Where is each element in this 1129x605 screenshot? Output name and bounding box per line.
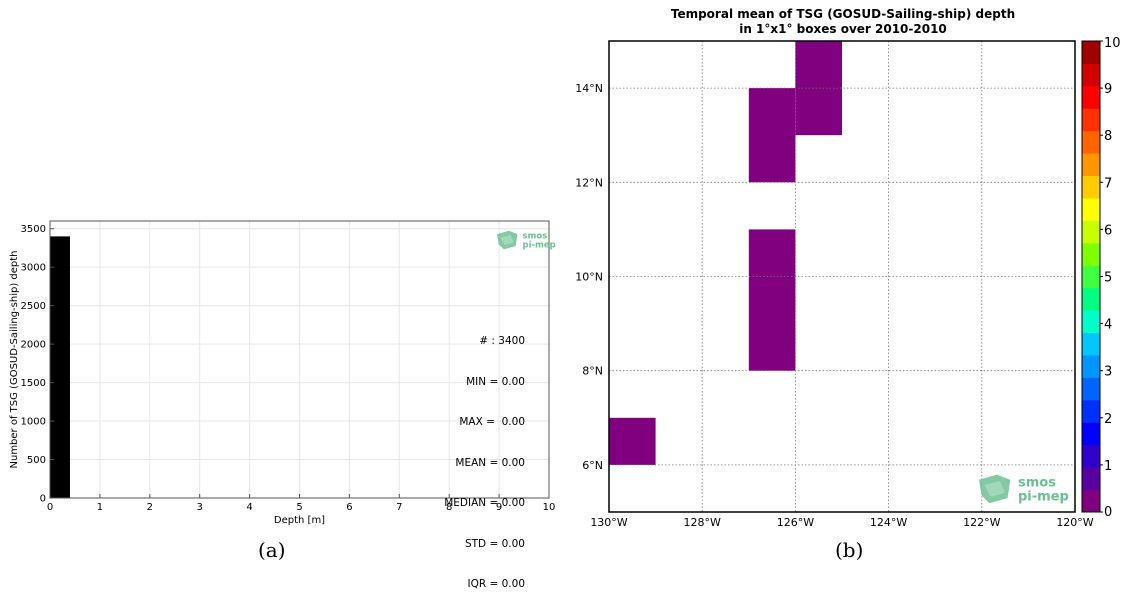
y-tick-label: 0 <box>40 494 46 505</box>
x-tick-label: 9 <box>496 502 502 513</box>
y-tick-label: 1500 <box>21 378 46 389</box>
colorbar-segment <box>1082 399 1100 423</box>
colorbar-segment <box>1082 355 1100 378</box>
colorbar-segment <box>1082 108 1100 132</box>
colorbar-segment <box>1082 242 1100 266</box>
x-axis-label: Depth [m] <box>274 515 325 526</box>
heatmap-cell <box>748 229 796 371</box>
histogram-bar <box>50 236 70 498</box>
x-tick-label: 8 <box>446 502 452 513</box>
lon-tick-label: 130°W <box>590 516 627 529</box>
map-frame <box>608 40 1076 513</box>
chart-title: Temporal mean of TSG (GOSUD-Sailing-ship… <box>671 7 1015 21</box>
colorbar-tick-label: 7 <box>1104 176 1112 191</box>
colorbar-segment <box>1082 130 1100 154</box>
colorbar-segment <box>1082 220 1100 244</box>
lat-tick-label: 10°N <box>575 271 603 284</box>
caption-a: (a) <box>258 538 286 562</box>
colorbar-segment <box>1082 287 1100 311</box>
stat-std: STD = 0.00 <box>464 537 525 550</box>
x-tick-label: 0 <box>47 502 53 513</box>
logo-text-bottom: pi-mep <box>523 241 556 251</box>
lat-tick-label: 8°N <box>582 365 603 378</box>
logo-mark-highlight <box>500 234 514 246</box>
x-tick-label: 3 <box>197 502 203 513</box>
lon-tick-label: 122°W <box>963 516 1000 529</box>
x-tick-label: 10 <box>543 502 556 513</box>
colorbar-segment <box>1082 265 1100 289</box>
colorbar-segment <box>1082 422 1100 446</box>
colorbar-segment <box>1082 489 1100 513</box>
logo-mark-highlight <box>984 481 1005 497</box>
lon-tick-label: 120°W <box>1056 516 1093 529</box>
x-tick-label: 5 <box>296 502 302 513</box>
colorbar-segment <box>1082 175 1100 199</box>
colorbar-tick-label: 3 <box>1104 365 1112 380</box>
lat-tick-label: 6°N <box>582 459 603 472</box>
colorbar-segment <box>1082 377 1100 401</box>
x-tick-label: 2 <box>147 502 153 513</box>
colorbar-tick-label: 0 <box>1104 505 1112 520</box>
colorbar-segment <box>1082 332 1100 356</box>
stat-count: # : 3400 <box>479 335 525 347</box>
colorbar-segment <box>1082 63 1100 87</box>
x-tick-label: 7 <box>396 502 402 513</box>
colorbar-tick-label: 9 <box>1104 82 1112 97</box>
colorbar-segment <box>1082 198 1100 221</box>
colorbar-tick-label: 6 <box>1104 223 1112 238</box>
colorbar-tick-label: 8 <box>1104 129 1112 144</box>
lon-tick-label: 126°W <box>777 516 814 529</box>
logo-text-top: smos <box>1018 475 1056 490</box>
lon-tick-label: 124°W <box>870 516 907 529</box>
x-tick-label: 6 <box>346 502 352 513</box>
x-tick-label: 4 <box>246 502 252 513</box>
chart-subtitle: in 1°x1° boxes over 2010-2010 <box>739 22 947 36</box>
lon-tick-label: 128°W <box>684 516 721 529</box>
colorbar-segment <box>1082 41 1100 64</box>
colorbar-segment <box>1082 467 1100 491</box>
x-tick-label: 1 <box>97 502 103 513</box>
stat-median: MEDIAN = 0.00 <box>444 497 525 509</box>
colorbar-segment <box>1082 85 1100 109</box>
y-tick-label: 3500 <box>21 224 46 235</box>
colorbar-tick-label: 4 <box>1104 318 1112 333</box>
stat-min: MIN = 0.00 <box>466 375 525 388</box>
logo-text-bottom: pi-mep <box>1018 490 1069 505</box>
histogram-chart: 0 1 2 3 4 5 6 7 8 9 10 0 500 1000 1500 2000 2500 3000 3500… <box>9 220 556 526</box>
stat-mean: MEAN = 0.00 <box>455 456 525 469</box>
heatmap-cell <box>748 88 796 183</box>
lat-tick-label: 14°N <box>575 82 603 95</box>
stat-iqr: IQR = 0.00 <box>467 578 525 590</box>
caption-b: (b) <box>835 538 864 562</box>
colorbar-tick-label: 1 <box>1104 459 1112 474</box>
stats-box: # : 3400 MIN = 0.00 MAX = 0.00 MEAN = 0.… <box>444 308 525 605</box>
y-axis-label: Number of TSG (GOSUD-Sailing-ship) depth <box>9 250 20 468</box>
y-tick-label: 3000 <box>21 263 46 274</box>
colorbar-segment <box>1082 310 1100 334</box>
logo-text-top: smos <box>523 231 548 241</box>
y-tick-label: 2500 <box>21 301 46 312</box>
y-tick-label: 1000 <box>21 417 46 428</box>
colorbar-tick-label: 10 <box>1104 36 1121 51</box>
colorbar-segment <box>1082 153 1100 177</box>
colorbar-tick-label: 2 <box>1104 412 1112 427</box>
lat-tick-label: 12°N <box>575 176 603 189</box>
y-tick-label: 500 <box>27 455 46 466</box>
map-heatmap-chart: Temporal mean of TSG (GOSUD-Sailing-ship… <box>575 7 1121 529</box>
colorbar-segment <box>1082 444 1100 468</box>
stat-max: MAX = 0.00 <box>459 416 525 428</box>
y-tick-label: 2000 <box>21 340 46 351</box>
colorbar-tick-label: 5 <box>1104 271 1112 286</box>
heatmap-cell <box>609 417 656 465</box>
